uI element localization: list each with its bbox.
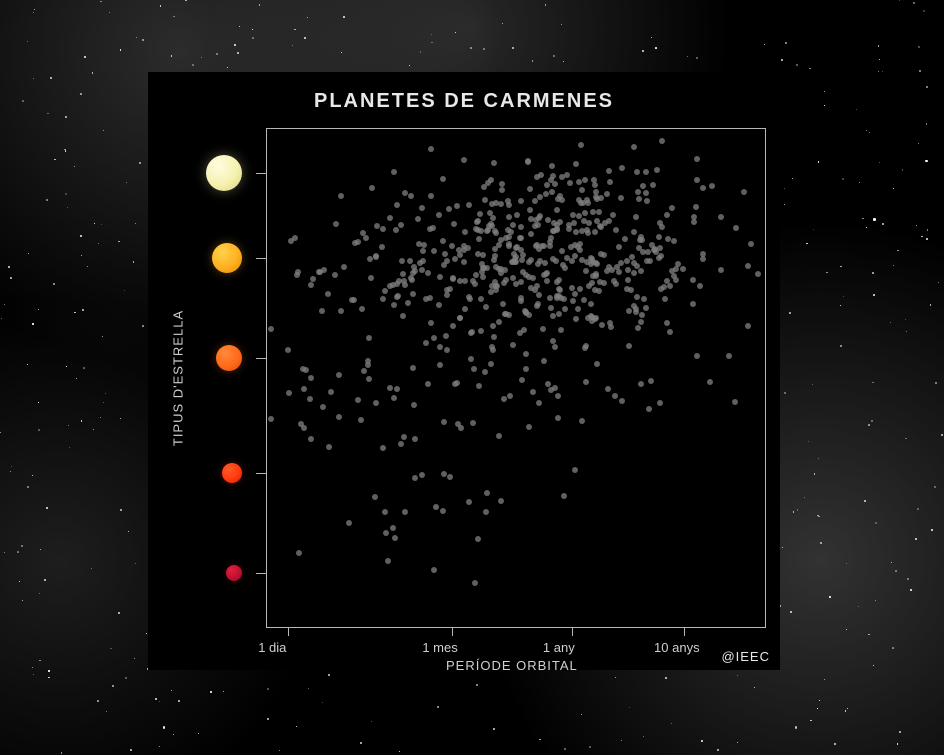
y-tick-mark	[256, 573, 266, 574]
chart-panel: PLANETES DE CARMENES TIPUS D'ESTRELLA PE…	[148, 72, 780, 670]
star-type-icon	[212, 243, 242, 273]
x-tick-label: 1 any	[543, 640, 623, 655]
x-tick-label: 1 dia	[258, 640, 338, 655]
y-tick-mark	[256, 258, 266, 259]
page-background: PLANETES DE CARMENES TIPUS D'ESTRELLA PE…	[0, 0, 944, 755]
x-tick-mark	[288, 628, 289, 636]
star-type-icon	[226, 565, 242, 581]
y-axis-label: TIPUS D'ESTRELLA	[171, 310, 186, 446]
x-tick-label: 1 mes	[422, 640, 502, 655]
y-tick-mark	[256, 173, 266, 174]
x-tick-mark	[684, 628, 685, 636]
chart-title: PLANETES DE CARMENES	[148, 90, 780, 113]
star-type-icon	[222, 463, 242, 483]
star-type-icon	[206, 155, 242, 191]
x-tick-mark	[572, 628, 573, 636]
x-tick-mark	[452, 628, 453, 636]
x-axis-label: PERÍODE ORBITAL	[446, 658, 578, 673]
y-tick-mark	[256, 473, 266, 474]
credit-label: @IEEC	[721, 649, 770, 664]
star-type-icon	[216, 345, 242, 371]
plot-area	[266, 128, 766, 628]
y-tick-mark	[256, 358, 266, 359]
